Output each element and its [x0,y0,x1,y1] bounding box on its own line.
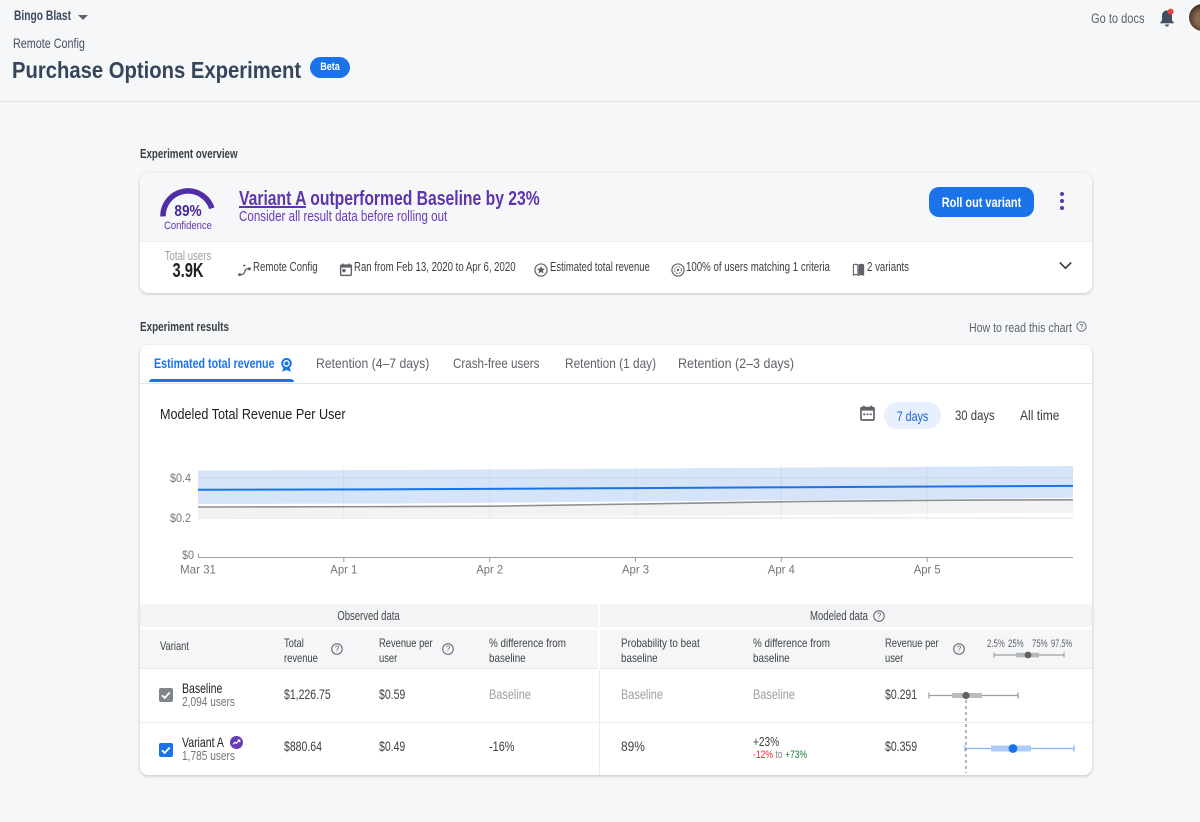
svg-text:Mar 31: Mar 31 [180,563,216,577]
svg-text:?: ? [1080,322,1084,331]
svg-text:Apr 1: Apr 1 [330,563,357,577]
svg-text:?: ? [446,645,451,654]
svg-text:$0: $0 [182,548,194,562]
svg-text:?: ? [957,645,962,654]
svg-text:Apr 2: Apr 2 [476,563,503,577]
svg-text:?: ? [877,612,882,621]
svg-text:Apr 3: Apr 3 [622,563,649,577]
svg-text:Apr 5: Apr 5 [914,563,941,577]
svg-text:Apr 4: Apr 4 [768,563,795,577]
svg-text:$0.4: $0.4 [170,471,191,485]
svg-text:$0.2: $0.2 [170,511,191,525]
svg-text:?: ? [335,645,340,654]
